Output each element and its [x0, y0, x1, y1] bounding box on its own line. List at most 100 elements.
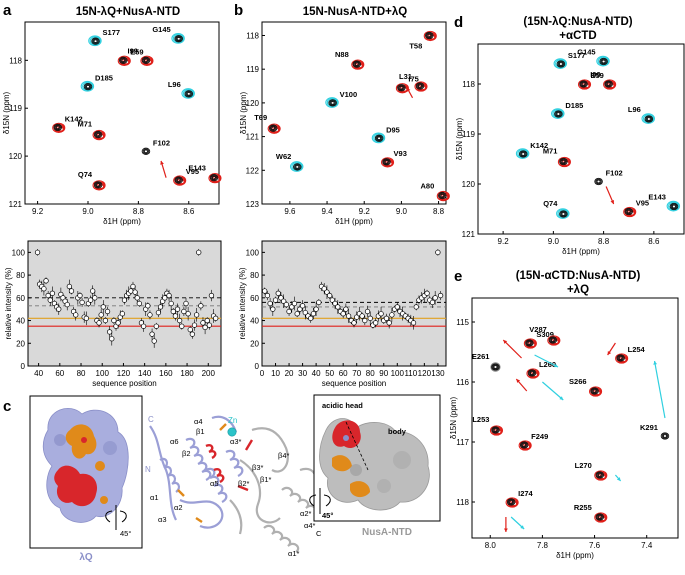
- x-tick-label: 80: [366, 369, 375, 378]
- y-tick-label: 40: [250, 317, 259, 326]
- data-point: [134, 295, 140, 301]
- peak-contour: [596, 55, 610, 67]
- peak-contour: [175, 36, 182, 42]
- ss-label: α1*: [288, 549, 300, 558]
- peak-contour: [594, 177, 603, 186]
- peak-contour: [604, 80, 613, 88]
- peak-contour: [595, 471, 605, 479]
- peak-label: L31: [399, 72, 412, 81]
- x-tick-label: 8.6: [183, 207, 195, 216]
- peak-label: M71: [543, 147, 558, 156]
- panel-a-intensity-plot: 40 60 80 100 120 140 160 180 200020406080100sequ…: [4, 240, 222, 388]
- peak-contour: [92, 38, 99, 44]
- y-tick-label: 20: [16, 339, 25, 348]
- peak-label: M71: [77, 120, 92, 129]
- data-point: [147, 312, 153, 318]
- peak-contour: [554, 110, 563, 118]
- x-axis-label: sequence position: [92, 379, 157, 388]
- plot-frame: [471, 297, 679, 539]
- panel-d-title-line1: (15N-λQ:NusA-NTD): [523, 16, 632, 28]
- y-tick-label: 0: [21, 362, 26, 371]
- data-point: [193, 312, 200, 318]
- x-tick-label: 90: [379, 369, 388, 378]
- panel-letter-b: b: [234, 2, 243, 19]
- peak-contour: [325, 97, 339, 108]
- ss-label: β4*: [278, 451, 289, 460]
- peak-label: I75: [408, 75, 418, 84]
- peak-w62: W62: [276, 152, 304, 172]
- plot-frame: [477, 43, 685, 235]
- data-point: [299, 303, 306, 309]
- panel-a-title: 15N-λQ+NusA-NTD: [76, 6, 180, 18]
- data-point: [56, 306, 62, 312]
- peak-contour: [492, 427, 499, 433]
- x-tick-label: 0: [260, 369, 265, 378]
- peak-label: A80: [421, 182, 435, 191]
- peak-contour: [556, 112, 561, 116]
- data-point: [157, 304, 164, 310]
- peak-t69: T69: [254, 113, 281, 134]
- peak-t58: T58: [409, 30, 437, 50]
- peak-contour: [54, 124, 61, 131]
- peak-contour: [556, 60, 566, 68]
- peak-contour: [600, 58, 607, 65]
- data-point: [104, 308, 111, 315]
- panel-b-spectrum: 9.6 9.4 9.2 9.0 8.8 118 119 120 121 122 123 δ1H (pp…: [239, 21, 450, 226]
- peak-label: F249: [531, 432, 548, 441]
- peak-s177: S177: [88, 28, 120, 47]
- peak-contour: [120, 57, 127, 64]
- peak-contour: [143, 58, 148, 63]
- y-tick-label: 122: [246, 166, 260, 175]
- data-point: [128, 288, 134, 294]
- peak-e143: E143: [188, 164, 222, 184]
- ss-label: α3: [158, 515, 167, 524]
- data-point: [437, 292, 444, 299]
- peak-e59: E59: [117, 47, 144, 66]
- peak-contour: [580, 81, 587, 87]
- peak-contour: [80, 80, 95, 92]
- data-point: [187, 326, 193, 333]
- peak-contour: [666, 200, 681, 212]
- y-axis-label: δ15N (ppm): [449, 397, 458, 440]
- peak-contour: [560, 211, 567, 217]
- data-point: [132, 289, 138, 295]
- shift-arrowhead: [520, 525, 525, 529]
- peak-contour: [175, 177, 182, 183]
- peak-contour: [626, 209, 631, 214]
- data-point: [41, 286, 47, 292]
- shift-arrowhead: [653, 361, 658, 365]
- peak-contour: [661, 433, 669, 439]
- data-point: [359, 313, 365, 319]
- peak-d185: D185: [80, 74, 113, 92]
- x-tick-label: 8.6: [648, 237, 660, 246]
- peak-contour: [417, 84, 423, 88]
- data-point: [351, 320, 357, 326]
- peak-contour: [383, 159, 390, 165]
- peak-label: V95: [186, 167, 199, 176]
- y-tick-label: 121: [246, 133, 260, 142]
- y-tick-label: 100: [12, 248, 26, 257]
- peak-contour: [579, 80, 588, 88]
- peak-contour: [384, 160, 389, 164]
- data-point: [66, 283, 73, 290]
- x-tick-label: 10: [271, 369, 280, 378]
- rotation-arrow-left: [105, 510, 127, 523]
- y-tick-label: 118: [462, 80, 475, 89]
- data-point: [170, 308, 176, 315]
- data-point: [155, 309, 162, 316]
- peak-label: I99: [127, 46, 137, 55]
- peak-contour: [440, 193, 445, 198]
- peak-label: E261: [472, 352, 490, 361]
- x-axis-label: δ1H (ppm): [556, 551, 594, 560]
- peak-contour: [354, 62, 359, 66]
- peak-contour: [550, 338, 555, 342]
- peak-n88: N88: [335, 50, 365, 70]
- peak-contour: [491, 363, 500, 371]
- peak-contour: [181, 88, 195, 99]
- data-point: [151, 338, 157, 344]
- data-point: [136, 300, 142, 307]
- peak-k142: K142: [52, 114, 83, 134]
- data-point: [343, 306, 349, 312]
- shift-arrowhead: [554, 363, 559, 368]
- ss-label: α2: [174, 503, 183, 512]
